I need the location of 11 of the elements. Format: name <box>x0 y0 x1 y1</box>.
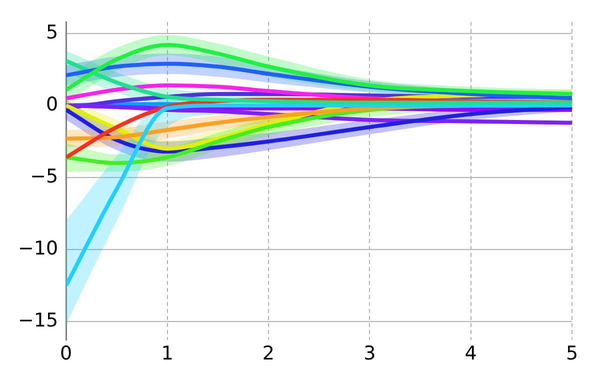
x-tick-label: 5 <box>566 342 578 365</box>
y-tick-label: −10 <box>18 237 58 260</box>
x-tick-label: 3 <box>364 342 376 365</box>
x-tick-label: 2 <box>262 342 275 365</box>
y-tick-label: 0 <box>46 93 58 116</box>
x-tick-label: 1 <box>161 342 174 365</box>
y-tick-label: −5 <box>30 165 58 188</box>
y-tick-label: −15 <box>18 309 58 332</box>
x-tick-label: 0 <box>60 342 72 365</box>
y-tick-label: 5 <box>46 21 58 44</box>
x-tick-label: 4 <box>464 342 477 365</box>
